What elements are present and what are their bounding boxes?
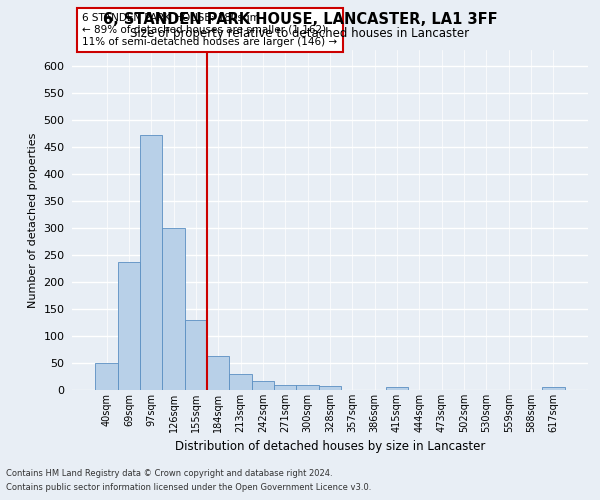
Bar <box>252 382 274 390</box>
X-axis label: Distribution of detached houses by size in Lancaster: Distribution of detached houses by size … <box>175 440 485 454</box>
Bar <box>542 388 565 390</box>
Bar <box>185 320 207 390</box>
Y-axis label: Number of detached properties: Number of detached properties <box>28 132 38 308</box>
Bar <box>207 356 229 390</box>
Text: Size of property relative to detached houses in Lancaster: Size of property relative to detached ho… <box>130 28 470 40</box>
Text: Contains HM Land Registry data © Crown copyright and database right 2024.: Contains HM Land Registry data © Crown c… <box>6 468 332 477</box>
Bar <box>140 136 163 390</box>
Bar <box>274 384 296 390</box>
Bar <box>296 384 319 390</box>
Bar <box>163 228 185 390</box>
Bar <box>229 374 252 390</box>
Text: 6, STANDEN PARK HOUSE, LANCASTER, LA1 3FF: 6, STANDEN PARK HOUSE, LANCASTER, LA1 3F… <box>103 12 497 28</box>
Text: 6 STANDEN PARK HOUSE: 180sqm
← 89% of detached houses are smaller (1,162)
11% of: 6 STANDEN PARK HOUSE: 180sqm ← 89% of de… <box>82 14 337 46</box>
Bar <box>95 363 118 390</box>
Bar <box>319 386 341 390</box>
Bar <box>386 388 408 390</box>
Bar <box>118 262 140 390</box>
Text: Contains public sector information licensed under the Open Government Licence v3: Contains public sector information licen… <box>6 484 371 492</box>
